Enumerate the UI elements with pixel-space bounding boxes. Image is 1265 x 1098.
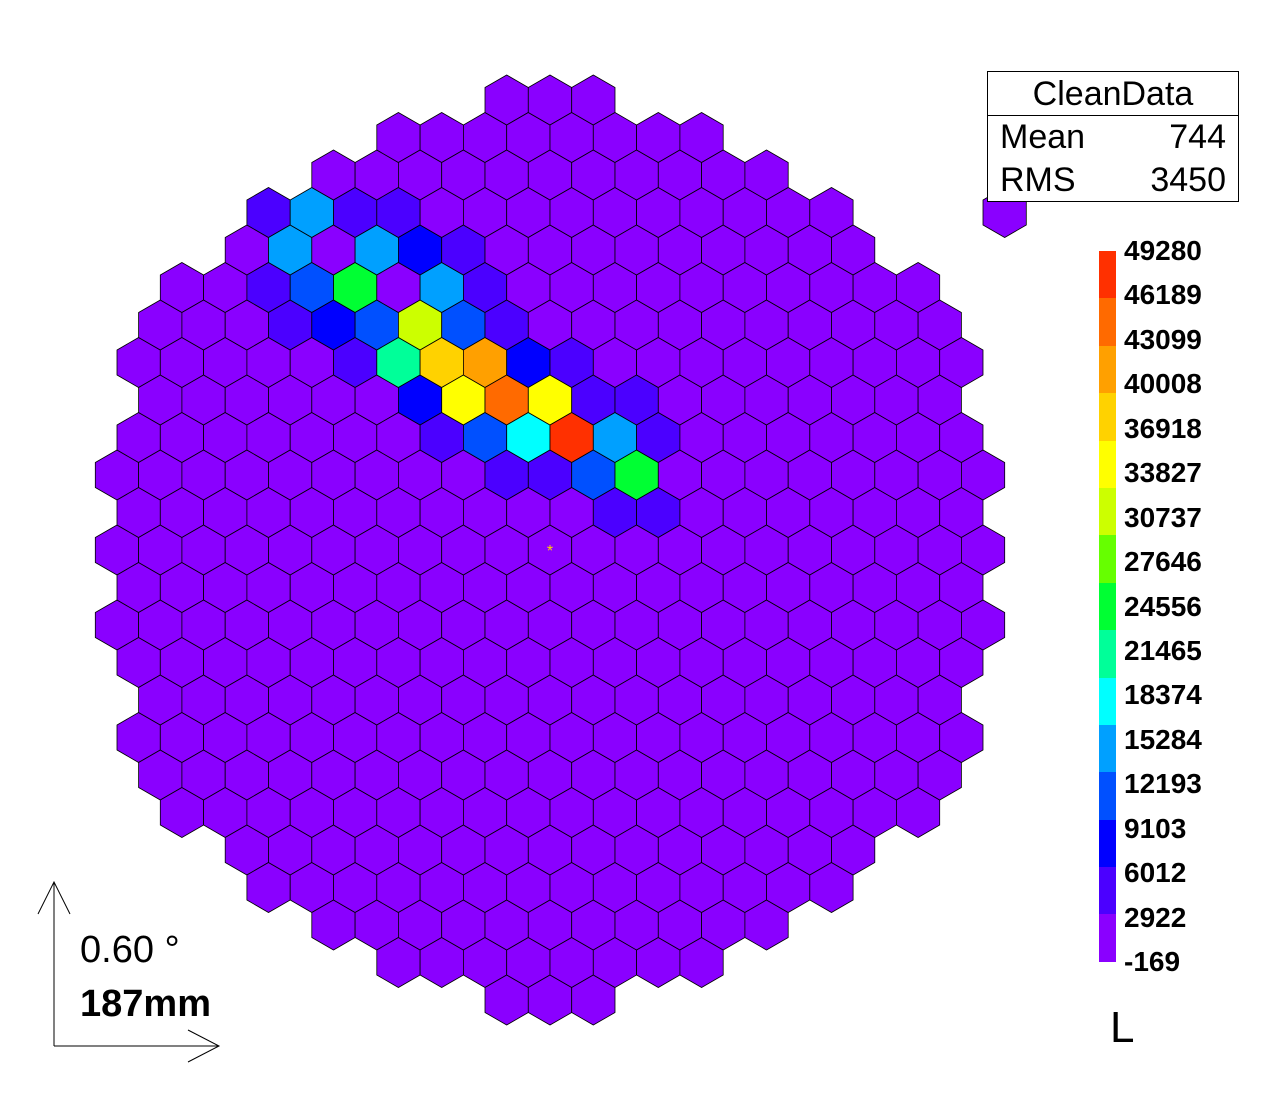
color-palette-bar (1099, 251, 1116, 962)
palette-tick-label: 43099 (1124, 323, 1202, 355)
palette-tick-label: 30737 (1124, 501, 1202, 533)
palette-segment (1099, 677, 1116, 725)
palette-segment (1099, 867, 1116, 915)
stats-box: CleanData Mean 744 RMS 3450 (987, 71, 1239, 202)
palette-segment (1099, 819, 1116, 868)
camera-pixel (961, 449, 1006, 501)
stats-value: 3450 (1150, 161, 1226, 199)
stats-label: Mean (1000, 118, 1086, 156)
palette-segment (1099, 251, 1116, 299)
palette-segment (1099, 630, 1116, 678)
camera-pixel (961, 599, 1006, 651)
palette-segment (1099, 535, 1116, 583)
stats-title: CleanData (988, 72, 1238, 116)
palette-segment (1099, 582, 1116, 631)
camera-pixel (961, 524, 1006, 576)
scale-angle-label: 0.60 ° (80, 930, 180, 970)
palette-tick-label: 2922 (1124, 901, 1187, 933)
palette-segment (1099, 298, 1116, 346)
stats-label: RMS (1000, 161, 1076, 199)
palette-tick-label: 27646 (1124, 546, 1202, 578)
palette-tick-label: 40008 (1124, 368, 1202, 400)
palette-tick-label: 6012 (1124, 857, 1187, 889)
scale-angle-value: 0.60 (80, 929, 154, 971)
palette-tick-label: 46189 (1124, 279, 1202, 311)
palette-tick-label: 24556 (1124, 590, 1202, 622)
palette-tick-label: 18374 (1124, 679, 1202, 711)
palette-segment (1099, 345, 1116, 394)
palette-segment (1099, 914, 1116, 962)
stats-row-mean: Mean 744 (988, 116, 1238, 159)
scale-arrow-up (37, 880, 71, 915)
palette-tick-label: 33827 (1124, 457, 1202, 489)
degree-icon: ° (164, 929, 180, 971)
palette-segment (1099, 440, 1116, 488)
stats-row-rms: RMS 3450 (988, 159, 1238, 202)
palette-segment (1099, 393, 1116, 441)
palette-tick-label: 49280 (1124, 235, 1202, 266)
scale-arrow-right (187, 1029, 221, 1063)
palette-tick-label: 12193 (1124, 768, 1202, 800)
camera-pixel (939, 712, 984, 763)
palette-tick-label: 9103 (1124, 812, 1187, 844)
camera-pixel (939, 337, 984, 388)
palette-tick-label: 36918 (1124, 412, 1202, 444)
center-marker-icon: * (547, 543, 553, 560)
palette-segment (1099, 487, 1116, 536)
palette-tick-label: 15284 (1124, 723, 1202, 755)
unit-label: L (1110, 1003, 1135, 1052)
palette-tick-label: 21465 (1124, 634, 1202, 666)
palette-segment (1099, 724, 1116, 773)
scale-length-label: 187mm (80, 983, 211, 1025)
stats-value: 744 (1169, 118, 1226, 156)
palette-segment (1099, 772, 1116, 820)
palette-tick-label: -169 (1124, 946, 1181, 977)
